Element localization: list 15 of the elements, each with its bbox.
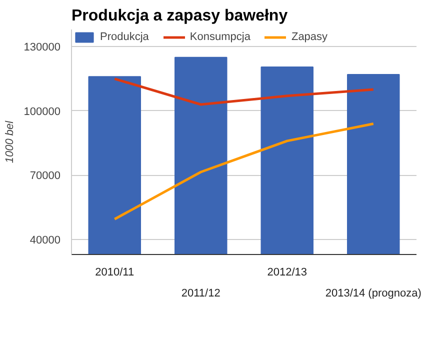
legend-label: Produkcja [100, 31, 149, 43]
x-tick-label: 2012/13 [267, 266, 308, 278]
chart-title: Produkcja a zapasy bawełny [72, 8, 288, 24]
x-tick-label: 2013/14 (prognoza) [325, 288, 422, 300]
y-tick-label: 100000 [24, 106, 61, 118]
x-tick-label: 2010/11 [95, 266, 134, 278]
x-tick-label: 2011/12 [181, 288, 220, 300]
legend-label: Konsumpcja [190, 31, 250, 43]
y-tick-label: 130000 [24, 42, 61, 54]
y-tick-label: 40000 [30, 234, 61, 246]
y-axis-title: 1000 bel [4, 120, 16, 164]
line-series [113, 78, 375, 106]
y-tick-label: 70000 [30, 170, 61, 182]
line-series [113, 122, 375, 220]
legend-label: Zapasy [291, 31, 328, 43]
